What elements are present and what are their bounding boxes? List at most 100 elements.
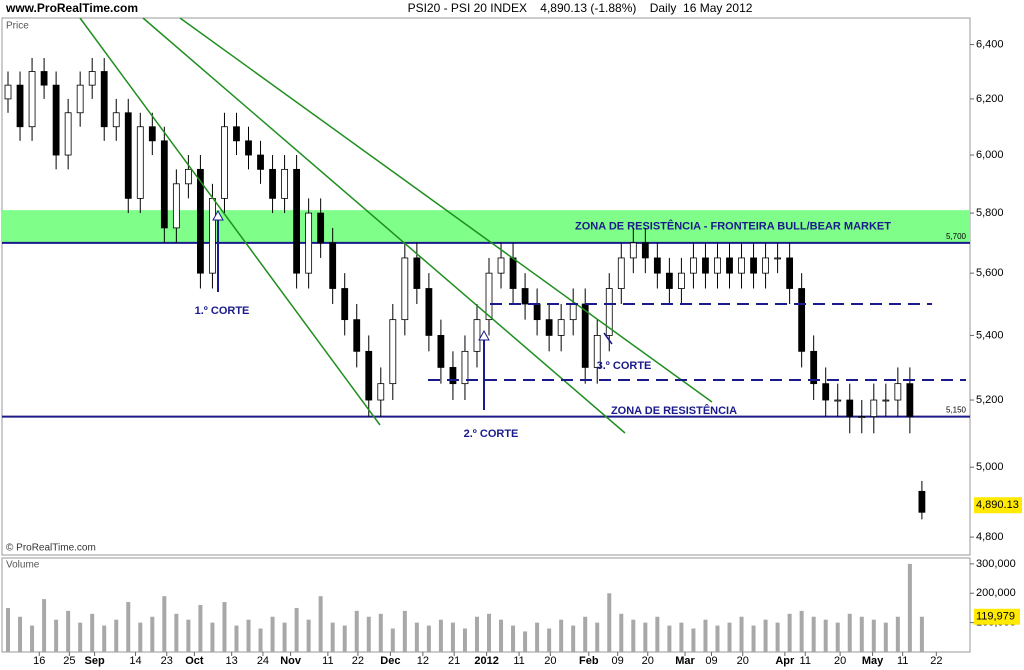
x-tick-label: 13 bbox=[226, 655, 238, 667]
volume-bar bbox=[607, 593, 612, 652]
candle-body bbox=[834, 399, 842, 402]
candle-body bbox=[738, 257, 745, 274]
volume-bar bbox=[198, 605, 203, 652]
arrow-head bbox=[478, 329, 490, 341]
x-tick-label: 24 bbox=[257, 655, 269, 667]
x-tick-label: 25 bbox=[63, 655, 75, 667]
candle-body bbox=[353, 319, 361, 352]
candle-body bbox=[40, 71, 48, 86]
volume-bar bbox=[366, 616, 371, 652]
y-tick-label: 6,000 bbox=[976, 149, 1004, 161]
candle-body bbox=[172, 183, 180, 229]
volume-bar bbox=[775, 622, 780, 652]
volume-bar bbox=[499, 619, 504, 652]
source: www.ProRealTime.com bbox=[5, 1, 138, 15]
volume-bar bbox=[294, 607, 299, 652]
candle-body bbox=[617, 257, 625, 289]
candle-body bbox=[221, 126, 228, 199]
x-tick-label: 21 bbox=[448, 655, 460, 667]
volume-bar bbox=[655, 616, 660, 652]
x-tick-label: 12 bbox=[417, 655, 429, 667]
y-tick-label: 6,400 bbox=[976, 38, 1004, 50]
candle-body bbox=[521, 288, 529, 305]
price-panel bbox=[1, 17, 971, 556]
candle-body bbox=[184, 168, 192, 185]
x-tick-label: 20 bbox=[834, 655, 846, 667]
arrow-head bbox=[212, 209, 224, 221]
y-tick-label: 4,800 bbox=[976, 531, 1004, 543]
volume-bar bbox=[126, 602, 131, 652]
volume-bar bbox=[402, 610, 407, 652]
chart-title: PSI20 - PSI 20 INDEX 4,890.13 (-1.88%) D… bbox=[408, 1, 753, 15]
volume-bar bbox=[450, 622, 455, 652]
volume-bar bbox=[883, 622, 888, 652]
y-tick-label: 5,000 bbox=[976, 461, 1004, 473]
candle-body bbox=[810, 350, 818, 385]
volume-bar bbox=[102, 625, 107, 652]
volume-bar bbox=[727, 622, 732, 652]
x-tick-label: Apr bbox=[775, 655, 795, 667]
candle-body bbox=[305, 212, 313, 274]
candle-body bbox=[461, 350, 469, 385]
x-tick-label: 20 bbox=[642, 655, 654, 667]
y-tick-label: 200,000 bbox=[976, 587, 1016, 599]
candle-body bbox=[593, 335, 601, 368]
y-tick-label: 5,800 bbox=[976, 207, 1004, 219]
volume-panel bbox=[1, 557, 971, 653]
drawings: 1.º CORTE 2.º CORTE 3.º CORTE ZONA DE RE… bbox=[79, 17, 966, 440]
annotation: 1.º CORTE bbox=[195, 305, 250, 317]
candle-body bbox=[136, 126, 144, 199]
x-tick-label: 09 bbox=[705, 655, 717, 667]
candle-body bbox=[341, 288, 349, 321]
annotation: ZONA DE RESISTÊNCIA bbox=[611, 404, 737, 417]
volume-bar bbox=[511, 625, 516, 652]
volume-bar bbox=[318, 596, 323, 652]
candle-body bbox=[293, 168, 301, 274]
candle-body bbox=[918, 490, 926, 513]
trend-line bbox=[142, 17, 626, 434]
x-tick-label: 16 bbox=[33, 655, 45, 667]
candle-body bbox=[629, 242, 637, 259]
candle-body bbox=[281, 168, 288, 199]
volume-bar bbox=[643, 622, 648, 652]
candle-body bbox=[473, 319, 481, 352]
volume-bar bbox=[703, 619, 708, 652]
candle-body bbox=[16, 84, 24, 128]
volume-bar bbox=[895, 616, 900, 652]
candle-body bbox=[678, 272, 685, 289]
volume-bar bbox=[282, 622, 287, 652]
x-tick-label: 20 bbox=[544, 655, 556, 667]
volume-bar bbox=[342, 625, 347, 652]
candle-body bbox=[557, 319, 565, 336]
volume-bar bbox=[547, 628, 552, 652]
volume-bar bbox=[799, 610, 804, 652]
x-tick-label: 11 bbox=[322, 655, 333, 667]
candle-body bbox=[389, 319, 397, 385]
candle-body bbox=[449, 367, 457, 385]
candle-body bbox=[641, 242, 649, 259]
candle-body bbox=[413, 257, 421, 289]
candle-body bbox=[245, 140, 252, 156]
candle-body bbox=[822, 383, 830, 401]
candle-body bbox=[197, 168, 204, 274]
volume-bar bbox=[811, 616, 816, 652]
candle-body bbox=[858, 416, 866, 418]
volume-bar bbox=[631, 619, 636, 652]
candle-body bbox=[112, 112, 120, 128]
volume-bar bbox=[487, 613, 492, 652]
trend-line bbox=[179, 17, 713, 403]
candle-body bbox=[365, 350, 373, 401]
candle-body bbox=[702, 257, 709, 274]
volume-bar bbox=[246, 619, 251, 652]
volume-bar bbox=[270, 616, 275, 652]
volume-bar bbox=[715, 625, 720, 652]
volume-bar bbox=[462, 628, 467, 652]
candle-body bbox=[714, 257, 721, 274]
candle-body bbox=[425, 288, 433, 336]
y-tick-label: 6,200 bbox=[976, 93, 1004, 105]
volume-bar bbox=[847, 613, 852, 652]
volume-bar bbox=[54, 619, 59, 652]
volume-bar bbox=[907, 563, 912, 652]
candle-body bbox=[28, 71, 36, 128]
